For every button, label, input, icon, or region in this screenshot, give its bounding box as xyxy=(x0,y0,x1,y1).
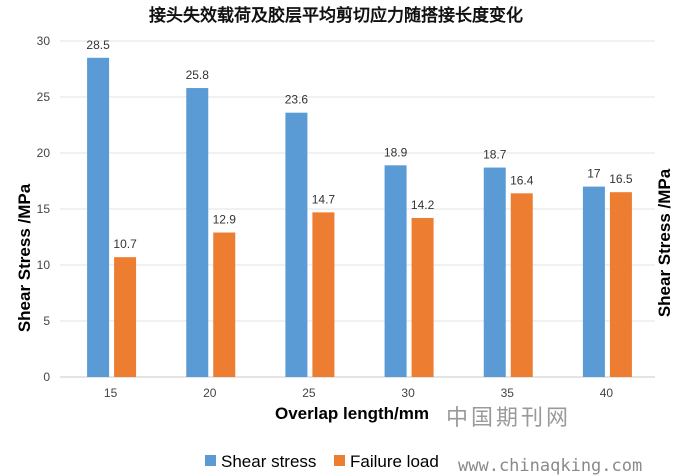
y-tick-label: 15 xyxy=(37,202,51,216)
data-label: 18.7 xyxy=(483,148,507,162)
y-axis-title-right: Shear Stress /MPa xyxy=(655,168,673,317)
bar-failure-load xyxy=(312,212,335,377)
y-axis-ticks: 0 5 10 15 20 25 30 xyxy=(37,34,51,384)
data-label: 16.4 xyxy=(510,173,534,187)
data-label: 18.9 xyxy=(384,145,408,159)
legend-swatch-failure-load xyxy=(334,455,345,466)
data-label: 23.6 xyxy=(285,93,309,107)
legend-label-shear-stress: Shear stress xyxy=(221,452,316,471)
x-axis-ticks: 15 20 25 30 35 40 xyxy=(104,386,614,400)
y-tick-label: 20 xyxy=(37,146,51,160)
y-tick-label: 30 xyxy=(37,34,51,48)
legend-swatch-shear-stress xyxy=(205,455,216,466)
x-tick-label: 35 xyxy=(501,386,515,400)
bar-failure-load xyxy=(411,217,434,377)
x-tick-label: 15 xyxy=(104,386,118,400)
bar-shear-stress xyxy=(186,88,209,377)
bar-shear-stress xyxy=(285,112,308,378)
bar-shear-stress xyxy=(384,165,407,377)
y-tick-label: 0 xyxy=(43,370,50,384)
data-label: 16.5 xyxy=(609,172,633,186)
watermark-text-cn: 中国期刊网 xyxy=(446,406,571,431)
bar-shear-stress xyxy=(87,57,110,378)
bars xyxy=(87,57,632,378)
legend: Shear stress Failure load xyxy=(205,452,439,471)
data-label: 17 xyxy=(587,167,601,181)
x-tick-label: 40 xyxy=(600,386,614,400)
legend-label-failure-load: Failure load xyxy=(350,452,439,471)
data-label: 14.2 xyxy=(411,198,435,212)
y-tick-label: 10 xyxy=(37,258,51,272)
bar-failure-load xyxy=(609,192,632,377)
y-axis-title: Shear Stress /MPa xyxy=(15,183,34,332)
x-axis-title: Overlap length/mm xyxy=(275,404,429,423)
watermark-text-url: www.chinaqking.com xyxy=(458,456,642,476)
x-tick-label: 20 xyxy=(203,386,217,400)
gridlines xyxy=(60,40,655,378)
bar-failure-load xyxy=(510,193,533,377)
x-tick-label: 25 xyxy=(302,386,316,400)
chart-title: 接头失效载荷及胶层平均剪切应力随搭接长度变化 xyxy=(149,5,523,26)
data-label: 10.7 xyxy=(113,237,137,251)
bar-failure-load xyxy=(213,232,236,377)
data-label: 25.8 xyxy=(186,68,210,82)
y-tick-label: 5 xyxy=(43,314,50,328)
bar-failure-load xyxy=(114,257,137,377)
bar-shear-stress xyxy=(483,167,506,377)
x-tick-label: 30 xyxy=(401,386,415,400)
data-label: 14.7 xyxy=(312,192,336,206)
bar-shear-stress xyxy=(582,186,605,377)
data-label: 12.9 xyxy=(213,213,237,227)
data-labels: 28.5 10.7 25.8 12.9 23.6 14.7 18.9 14.2 18.716.4… xyxy=(86,38,633,251)
data-label: 28.5 xyxy=(86,38,110,52)
y-tick-label: 25 xyxy=(37,90,51,104)
